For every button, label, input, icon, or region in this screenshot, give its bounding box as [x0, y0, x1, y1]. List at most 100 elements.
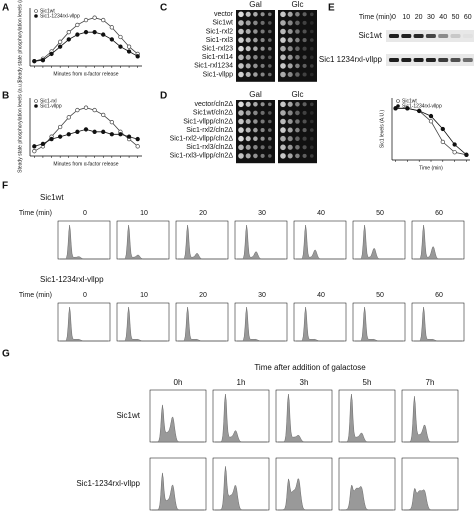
strain-label: Sic1-rxl2/cln2Δ — [186, 127, 233, 134]
data-point — [58, 39, 63, 44]
histogram — [278, 393, 330, 443]
time-value: 20 — [415, 14, 423, 21]
spot — [245, 63, 251, 69]
strain-label: Sic1-rxl3 — [206, 37, 233, 44]
spot — [302, 102, 307, 107]
histogram-frame — [352, 220, 406, 260]
spot — [253, 136, 258, 141]
histogram-frame — [293, 220, 347, 260]
spot — [260, 145, 265, 150]
histogram — [152, 404, 204, 443]
y-axis-label: Sic1 levels (A.U.) — [379, 109, 385, 148]
time-value: 0 — [83, 292, 87, 299]
time-value: 40 — [317, 210, 325, 217]
time-value: 10 — [402, 14, 410, 21]
band — [462, 34, 473, 38]
spot — [238, 28, 244, 35]
data-point — [32, 144, 37, 149]
spot — [302, 145, 307, 150]
spot — [238, 144, 244, 151]
plate-header: Glc — [292, 0, 304, 9]
spot — [280, 37, 286, 43]
spot — [280, 71, 286, 78]
data-point — [40, 141, 46, 147]
data-point — [92, 129, 97, 134]
data-point — [75, 22, 80, 28]
spot — [238, 54, 244, 61]
spot — [310, 64, 314, 68]
histogram — [278, 478, 330, 511]
spot — [295, 37, 300, 43]
spot — [310, 102, 314, 107]
panel-label: B — [2, 91, 9, 102]
histogram — [355, 224, 403, 260]
spot — [260, 119, 265, 124]
time-value: 50 — [452, 14, 460, 21]
y-axis-label: Steady state phosphorylation levels (a.u… — [17, 81, 23, 173]
time-value: 40 — [439, 14, 447, 21]
spot — [310, 55, 314, 60]
spot — [253, 72, 258, 77]
spot — [302, 12, 307, 17]
time-value: 3h — [300, 378, 309, 387]
spot — [268, 119, 272, 124]
spot — [295, 46, 300, 51]
time-value: 60 — [464, 14, 472, 21]
spot — [245, 28, 251, 35]
data-point — [40, 58, 46, 63]
spot — [310, 111, 314, 115]
spot — [302, 46, 307, 51]
histogram-frame — [411, 220, 465, 260]
histogram-frame — [175, 302, 229, 342]
data-point — [101, 17, 106, 23]
data-point — [109, 37, 114, 42]
spot — [310, 46, 314, 51]
spot — [310, 21, 314, 25]
spot — [302, 29, 307, 34]
data-point — [101, 112, 106, 118]
spot — [260, 55, 265, 60]
histogram-frame — [116, 302, 170, 342]
histogram-frame — [149, 457, 207, 511]
time-value: 0 — [392, 14, 396, 21]
strain-label: Sic1-rxl2-vllpp/cln2Δ — [170, 136, 234, 143]
spot — [238, 45, 244, 52]
spot — [287, 46, 293, 52]
time-value: 40 — [317, 292, 325, 299]
spot — [302, 72, 307, 77]
panel-label: E — [328, 3, 335, 14]
band — [438, 58, 449, 62]
spot — [295, 12, 300, 17]
panel-label: D — [160, 91, 167, 102]
spot — [260, 38, 265, 43]
spot — [260, 63, 265, 68]
histogram — [237, 224, 285, 260]
band — [425, 34, 436, 38]
spot — [253, 110, 258, 116]
spot — [238, 20, 244, 26]
spot — [280, 153, 286, 159]
histogram — [152, 472, 204, 511]
legend-marker — [396, 99, 400, 103]
spot — [238, 127, 244, 133]
strain-label: Sic1-rxl1234 — [194, 63, 233, 70]
histogram — [341, 393, 393, 443]
data-point — [135, 136, 140, 142]
blot-label: Sic1wt — [358, 31, 382, 40]
panel-label: G — [2, 349, 10, 360]
spot — [287, 63, 293, 69]
spot — [268, 55, 272, 60]
spot — [302, 20, 307, 25]
spot — [268, 29, 272, 34]
spot — [287, 110, 293, 116]
band — [401, 34, 412, 38]
data-point — [452, 150, 457, 155]
time-value: 1h — [237, 378, 246, 387]
legend-marker — [34, 9, 38, 13]
histogram — [119, 224, 167, 260]
time-value: 50 — [376, 210, 384, 217]
band — [462, 58, 473, 62]
spot — [287, 153, 293, 159]
histogram — [237, 306, 285, 342]
